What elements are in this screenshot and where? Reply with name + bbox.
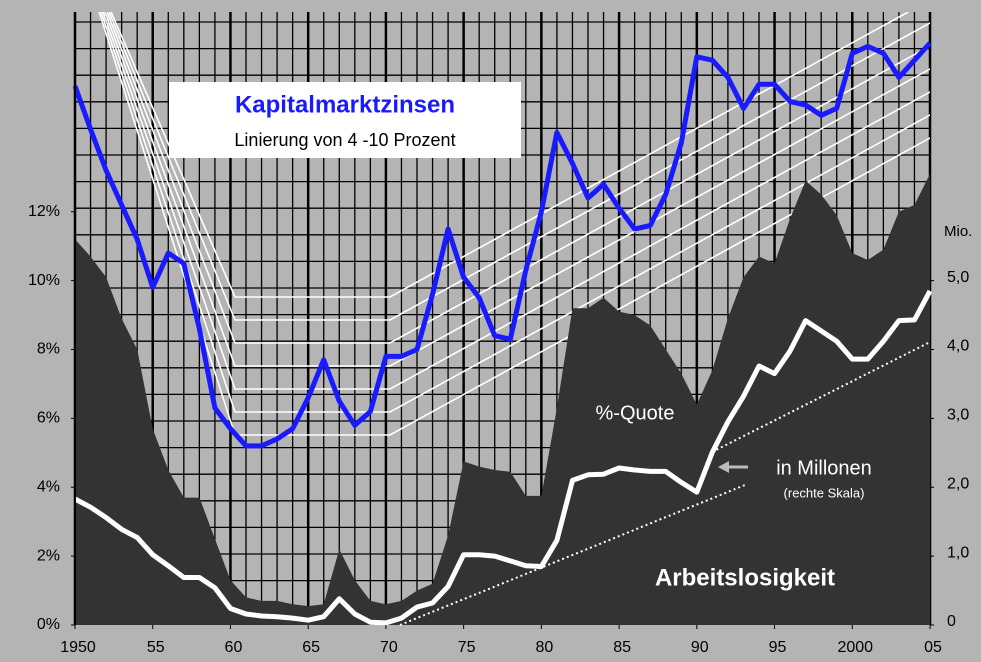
y2-axis-label: Mio. [944, 223, 972, 240]
y2-tick-label: 4,0 [947, 338, 969, 355]
plot [75, 173, 930, 625]
arrow-head [718, 461, 729, 473]
guide-line [108, 12, 930, 321]
guide-line [104, 12, 930, 367]
trend-line [711, 341, 931, 453]
annotation: in Millonen [776, 457, 872, 479]
y2-tick-label: 0 [947, 613, 956, 630]
guide-line [106, 12, 930, 344]
y-tick-label: 6% [37, 410, 60, 427]
lines [72, 41, 933, 626]
chart-title: Kapitalmarktzinsen [235, 91, 455, 118]
chart-subtitle: Linierung von 4 -10 Prozent [234, 130, 455, 150]
y-tick-label: 12% [28, 203, 60, 220]
y2-tick-label: 3,0 [947, 407, 969, 424]
y-tick-label: 0% [37, 616, 60, 633]
guide-line [98, 12, 930, 436]
x-tick-label: 65 [302, 639, 320, 656]
line [72, 41, 932, 449]
decoration [399, 341, 931, 626]
annotation: %-Quote [596, 402, 675, 424]
y2-tick-label: 1,0 [947, 544, 969, 561]
y-tick-label: 10% [28, 272, 60, 289]
y2-tick-label: 5,0 [947, 269, 969, 286]
x-tick-label: 60 [225, 639, 243, 656]
x-tick-label: 80 [535, 639, 553, 656]
annotation: Arbeitslosigkeit [655, 564, 835, 591]
y-tick-label: 8% [37, 341, 60, 358]
guide-line [100, 12, 930, 413]
x-tick-label: 1950 [60, 639, 96, 656]
y-tick-label: 4% [37, 478, 60, 495]
x-tick-label: 55 [147, 639, 165, 656]
area [75, 173, 930, 625]
x-tick-label: 85 [613, 639, 631, 656]
y-tick-label: 2% [37, 547, 60, 564]
x-tick-label: 05 [924, 639, 942, 656]
annotation: (rechte Skala) [784, 485, 865, 500]
x-tick-label: 75 [458, 639, 476, 656]
title-box [169, 82, 521, 158]
y2-tick-label: 2,0 [947, 475, 969, 492]
trend-line [399, 484, 746, 626]
x-tick-label: 2000 [837, 639, 873, 656]
x-tick-label: 70 [380, 639, 398, 656]
x-tick-label: 90 [691, 639, 709, 656]
x-tick-label: 95 [769, 639, 787, 656]
line [73, 289, 933, 626]
